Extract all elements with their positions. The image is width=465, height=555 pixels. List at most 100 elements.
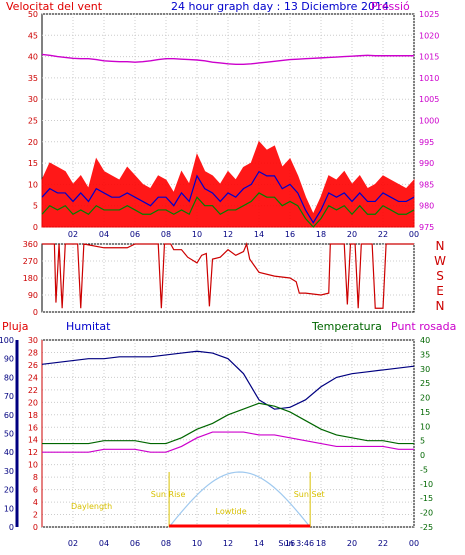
sunrise-label: Sun Rise	[151, 490, 186, 499]
direction-y-tick-label: 0	[33, 308, 38, 317]
pressure-y-tick-label: 1025	[419, 10, 439, 19]
sun-hour-label: Sun 3:46	[278, 539, 314, 548]
wind-x-tick-label: 06	[130, 230, 140, 239]
humidity-x-tick-label: 04	[99, 539, 109, 548]
direction-y-tick-label: 270	[23, 257, 38, 266]
wind-y-tick-label: 15	[28, 159, 38, 168]
wind-x-tick-label: 04	[99, 230, 109, 239]
humidity-y-tick-label: 20	[4, 486, 14, 495]
wind-y-tick-label: 50	[28, 10, 38, 19]
rain-y-tick-label: 18	[28, 411, 38, 420]
humidity-x-tick-label: 18	[316, 539, 326, 548]
pressure-y-tick-label: 990	[419, 159, 434, 168]
pressure-y-tick-label: 980	[419, 202, 434, 211]
wind-y-tick-label: 25	[28, 117, 38, 126]
wind-x-tick-label: 12	[223, 230, 233, 239]
temperature-y-tick-label: -25	[420, 523, 433, 532]
wind-average-line	[41, 192, 415, 228]
label-humidity: Humitat	[66, 320, 111, 333]
rain-y-tick-label: 6	[33, 486, 38, 495]
wind-x-tick-label: 10	[192, 230, 202, 239]
humidity-y-tick-label: 100	[0, 336, 14, 345]
wind-gust-area	[41, 140, 415, 228]
humidity-x-tick-label: 12	[223, 539, 233, 548]
rain-y-tick-label: 16	[28, 423, 38, 432]
humidity-x-tick-label: 22	[378, 539, 388, 548]
label-dewpoint: Punt rosada	[391, 320, 457, 333]
compass-label: W	[434, 254, 446, 268]
rain-y-tick-label: 0	[33, 523, 38, 532]
rain-y-tick-label: 2	[33, 511, 38, 520]
wind-y-tick-label: 45	[28, 31, 38, 40]
humidity-line	[41, 350, 415, 410]
daylength-label: Daylength	[71, 502, 112, 511]
temperature-y-tick-label: -10	[420, 480, 433, 489]
temperature-y-tick-label: 15	[420, 408, 430, 417]
wind-y-tick-label: 5	[33, 202, 38, 211]
temperature-y-tick-label: 40	[420, 336, 430, 345]
compass-label: S	[436, 269, 444, 283]
direction-line	[42, 241, 414, 309]
humidity-y-tick-label: 90	[4, 355, 14, 364]
pressure-y-tick-label: 1000	[419, 117, 439, 126]
direction-y-tick-label: 360	[23, 240, 38, 249]
wind-x-tick-label: 08	[161, 230, 171, 239]
wind-x-tick-label: 02	[68, 230, 78, 239]
pressure-y-tick-label: 1010	[419, 74, 439, 83]
wind-x-tick-label: 18	[316, 230, 326, 239]
temperature-y-tick-label: 10	[420, 422, 430, 431]
chart-title: 24 hour graph day : 13 Diciembre 2014	[171, 0, 389, 13]
temperature-y-tick-label: 30	[420, 365, 430, 374]
humidity-x-tick-label: 14	[254, 539, 264, 548]
wind-speed-line	[41, 170, 415, 224]
humidity-x-tick-label: 02	[68, 539, 78, 548]
rain-y-tick-label: 28	[28, 348, 38, 357]
humidity-x-tick-label: 16	[285, 539, 295, 548]
compass-label: E	[436, 284, 444, 298]
rain-y-tick-label: 4	[33, 498, 38, 507]
compass-label: N	[436, 239, 445, 253]
wind-x-tick-label: 16	[285, 230, 295, 239]
rain-y-tick-label: 30	[28, 336, 38, 345]
rain-y-tick-label: 24	[28, 373, 38, 382]
rain-y-tick-label: 14	[28, 436, 38, 445]
wind-x-tick-label: 20	[347, 230, 357, 239]
rain-y-tick-label: 8	[33, 473, 38, 482]
pressure-y-tick-label: 975	[419, 223, 434, 232]
humidity-x-tick-label: 10	[192, 539, 202, 548]
wind-x-tick-label: 14	[254, 230, 264, 239]
pressure-y-tick-label: 985	[419, 180, 434, 189]
wind-x-tick-label: 00	[409, 230, 419, 239]
temperature-y-tick-label: 5	[420, 437, 425, 446]
direction-y-tick-label: 180	[23, 274, 38, 283]
header-wind-label: Velocitat del vent	[6, 0, 103, 13]
temperature-y-tick-label: 35	[420, 350, 430, 359]
sunset-label: Sun Set	[294, 490, 325, 499]
temperature-y-tick-label: 0	[420, 451, 425, 460]
pressure-y-tick-label: 995	[419, 138, 434, 147]
humidity-y-tick-label: 70	[4, 392, 14, 401]
rain-y-tick-label: 12	[28, 448, 38, 457]
wind-y-tick-label: 10	[28, 180, 38, 189]
wind-y-tick-label: 0	[33, 223, 38, 232]
compass-label: N	[436, 299, 445, 313]
temperature-y-tick-label: 25	[420, 379, 430, 388]
wind-y-tick-label: 35	[28, 74, 38, 83]
pressure-y-tick-label: 1020	[419, 31, 439, 40]
humidity-y-tick-label: 80	[4, 373, 14, 382]
humidity-y-tick-label: 40	[4, 448, 14, 457]
humidity-x-tick-label: 08	[161, 539, 171, 548]
humidity-y-tick-label: 50	[4, 430, 14, 439]
pressure-y-tick-label: 1005	[419, 95, 439, 104]
label-temperature: Temperatura	[312, 320, 382, 333]
temperature-y-tick-label: -15	[420, 494, 433, 503]
lowtide-label: Lowtide	[216, 507, 247, 516]
humidity-x-tick-label: 00	[409, 539, 419, 548]
humidity-x-tick-label: 20	[347, 539, 357, 548]
wind-y-tick-label: 30	[28, 95, 38, 104]
wind-y-tick-label: 20	[28, 138, 38, 147]
pressure-y-tick-label: 1015	[419, 53, 439, 62]
direction-y-tick-label: 90	[28, 291, 38, 300]
rain-y-tick-label: 22	[28, 386, 38, 395]
